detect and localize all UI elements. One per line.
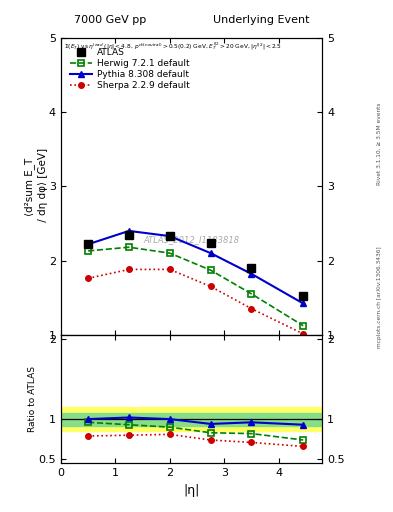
Sherpa 2.2.9 default xyxy=(127,266,131,272)
Y-axis label: ⟨d²sum E_T
 / dη dφ⟩ [GeV]: ⟨d²sum E_T / dη dφ⟩ [GeV] xyxy=(24,148,48,225)
Line: Pythia 8.308 default: Pythia 8.308 default xyxy=(84,227,307,307)
Text: 7000 GeV pp: 7000 GeV pp xyxy=(74,15,146,25)
Y-axis label: Ratio to ATLAS: Ratio to ATLAS xyxy=(28,366,37,432)
Text: Rivet 3.1.10, ≥ 3.5M events: Rivet 3.1.10, ≥ 3.5M events xyxy=(377,102,382,185)
Legend: ATLAS, Herwig 7.2.1 default, Pythia 8.308 default, Sherpa 2.2.9 default: ATLAS, Herwig 7.2.1 default, Pythia 8.30… xyxy=(68,46,191,92)
ATLAS xyxy=(127,231,131,238)
Herwig 7.2.1 default xyxy=(208,267,213,273)
Sherpa 2.2.9 default xyxy=(167,266,172,272)
Line: Sherpa 2.2.9 default: Sherpa 2.2.9 default xyxy=(85,267,306,336)
ATLAS xyxy=(208,240,213,246)
Text: mcplots.cern.ch [arXiv:1306.3436]: mcplots.cern.ch [arXiv:1306.3436] xyxy=(377,246,382,348)
Pythia 8.308 default xyxy=(167,233,172,239)
Pythia 8.308 default xyxy=(301,301,306,307)
ATLAS xyxy=(249,265,254,271)
Sherpa 2.2.9 default xyxy=(301,331,306,337)
Herwig 7.2.1 default xyxy=(86,248,90,254)
X-axis label: |η|: |η| xyxy=(184,484,200,497)
Pythia 8.308 default xyxy=(86,241,90,247)
ATLAS xyxy=(167,233,172,239)
Herwig 7.2.1 default xyxy=(127,244,131,250)
Line: Herwig 7.2.1 default: Herwig 7.2.1 default xyxy=(84,244,307,329)
Sherpa 2.2.9 default xyxy=(208,283,213,289)
ATLAS xyxy=(301,293,306,299)
Text: ATLAS_2012_I1183818: ATLAS_2012_I1183818 xyxy=(143,236,240,244)
Bar xyxy=(61,413,322,425)
Bar xyxy=(61,407,322,431)
Herwig 7.2.1 default xyxy=(301,323,306,329)
Herwig 7.2.1 default xyxy=(249,291,254,297)
Pythia 8.308 default xyxy=(127,228,131,234)
Line: ATLAS: ATLAS xyxy=(84,231,307,300)
Sherpa 2.2.9 default xyxy=(86,275,90,282)
Pythia 8.308 default xyxy=(208,250,213,256)
Sherpa 2.2.9 default xyxy=(249,306,254,312)
Text: Underlying Event: Underlying Event xyxy=(213,15,309,25)
ATLAS xyxy=(86,241,90,247)
Pythia 8.308 default xyxy=(249,271,254,277)
Herwig 7.2.1 default xyxy=(167,250,172,256)
Text: $\Sigma(E_T)$ vs $\eta^{lead}$ $(|\eta|<4.8,\,p^{ch(neutral)}>0.5(0.2)$ GeV, $E_: $\Sigma(E_T)$ vs $\eta^{lead}$ $(|\eta|<… xyxy=(64,40,281,52)
